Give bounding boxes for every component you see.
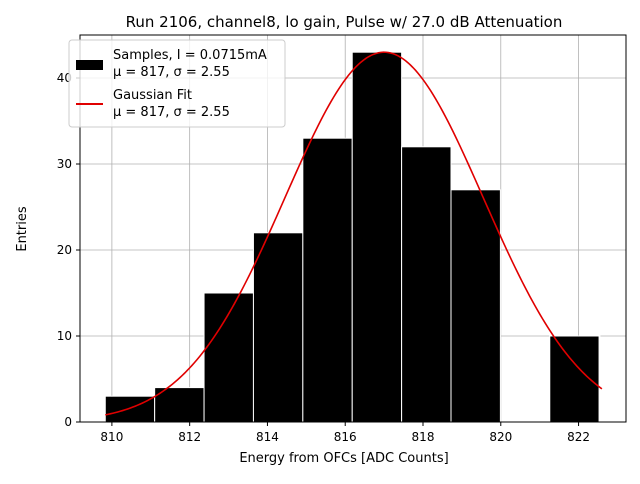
x-tick-label-820: 820 — [489, 430, 512, 444]
legend-histogram-stats: μ = 817, σ = 2.55 — [113, 65, 230, 80]
x-tick-label-810: 810 — [100, 430, 123, 444]
y-tick-label-20: 20 — [57, 243, 72, 257]
legend-histogram-swatch — [76, 60, 103, 70]
legend-box — [68, 39, 286, 128]
legend-fit-stats: μ = 817, σ = 2.55 — [113, 105, 230, 120]
gaussian-fit-curve — [105, 51, 603, 416]
x-tick-label-814: 814 — [256, 430, 279, 444]
histogram-bar-11 — [598, 335, 601, 423]
x-tick-label-816: 816 — [334, 430, 357, 444]
x-tick-label-818: 818 — [412, 430, 435, 444]
histogram-bar-7 — [401, 146, 452, 423]
legend-fit-label: Gaussian Fit — [113, 88, 192, 103]
histogram-bar-8 — [450, 189, 501, 423]
x-axis-label: Energy from OFCs [ADC Counts] — [239, 451, 448, 466]
x-axis-ticks: 810 812 814 816 818 820 822 — [100, 422, 590, 444]
chart-title: Run 2106, channel8, lo gain, Pulse w/ 27… — [126, 13, 563, 31]
x-tick-label-822: 822 — [567, 430, 590, 444]
plot-frame — [79, 34, 627, 423]
legend-histogram-label: Samples, I = 0.0715mA — [113, 48, 267, 63]
y-tick-label-30: 30 — [57, 157, 72, 171]
x-tick-label-812: 812 — [178, 430, 201, 444]
y-tick-label-40: 40 — [57, 71, 72, 85]
histogram-bar-1 — [104, 395, 156, 423]
histogram-bar-10 — [549, 335, 600, 423]
histogram-bar-4 — [252, 232, 304, 423]
histogram-bars — [104, 51, 601, 423]
histogram-bar-6 — [351, 51, 403, 423]
y-tick-label-0: 0 — [64, 415, 72, 429]
y-axis-label: Entries — [15, 206, 30, 252]
gaussian-fit-curve-layer — [105, 51, 603, 416]
legend: Samples, I = 0.0715mA μ = 817, σ = 2.55 … — [68, 39, 286, 128]
y-axis-ticks: 0 10 20 30 40 — [57, 71, 80, 429]
histogram-bar-5 — [302, 137, 353, 423]
y-tick-label-10: 10 — [57, 329, 72, 343]
